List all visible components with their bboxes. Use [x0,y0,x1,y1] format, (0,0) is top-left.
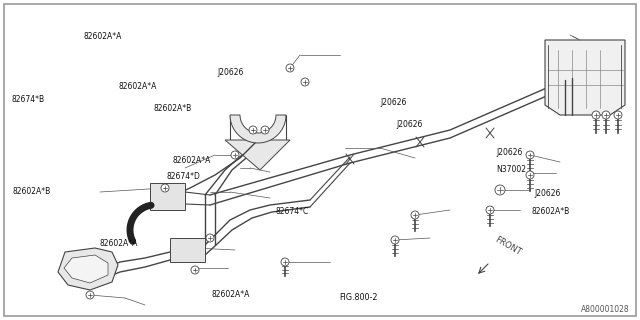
Circle shape [411,211,419,219]
Text: 82602A*A: 82602A*A [173,156,211,164]
Circle shape [286,64,294,72]
Text: J20626: J20626 [534,189,561,198]
Text: 82674*B: 82674*B [12,95,45,104]
Circle shape [161,184,169,192]
Text: J20626: J20626 [496,148,522,156]
Polygon shape [170,238,205,262]
Circle shape [249,126,257,134]
Text: 82674*D: 82674*D [166,172,200,180]
Text: J20626: J20626 [218,68,244,76]
Circle shape [614,111,622,119]
Circle shape [281,258,289,266]
Circle shape [391,236,399,244]
Polygon shape [545,40,625,115]
Text: 82602A*A: 82602A*A [99,239,138,248]
Text: 82602A*A: 82602A*A [83,32,122,41]
Circle shape [231,151,239,159]
Circle shape [526,171,534,179]
Polygon shape [58,248,118,290]
Circle shape [86,291,94,299]
Circle shape [486,206,494,214]
Text: A800001028: A800001028 [581,305,630,314]
Text: FIG.800-2: FIG.800-2 [339,293,378,302]
Text: 82602A*A: 82602A*A [211,290,250,299]
Text: 82602A*A: 82602A*A [118,82,157,91]
Text: N37002: N37002 [496,165,526,174]
Text: J20626: J20626 [381,98,407,107]
Circle shape [592,111,600,119]
Circle shape [261,126,269,134]
Text: 82602A*B: 82602A*B [13,187,51,196]
Circle shape [495,185,505,195]
Polygon shape [64,255,108,283]
Polygon shape [230,115,286,143]
Circle shape [301,78,309,86]
Text: 82674*C: 82674*C [275,207,308,216]
Text: FRONT: FRONT [493,235,522,257]
Text: 82602A*B: 82602A*B [531,207,570,216]
Polygon shape [150,183,185,210]
Circle shape [191,266,199,274]
Circle shape [206,234,214,242]
Text: J20626: J20626 [397,120,423,129]
Polygon shape [225,140,290,170]
Text: 82602A*B: 82602A*B [154,104,192,113]
Circle shape [526,151,534,159]
Circle shape [602,111,610,119]
